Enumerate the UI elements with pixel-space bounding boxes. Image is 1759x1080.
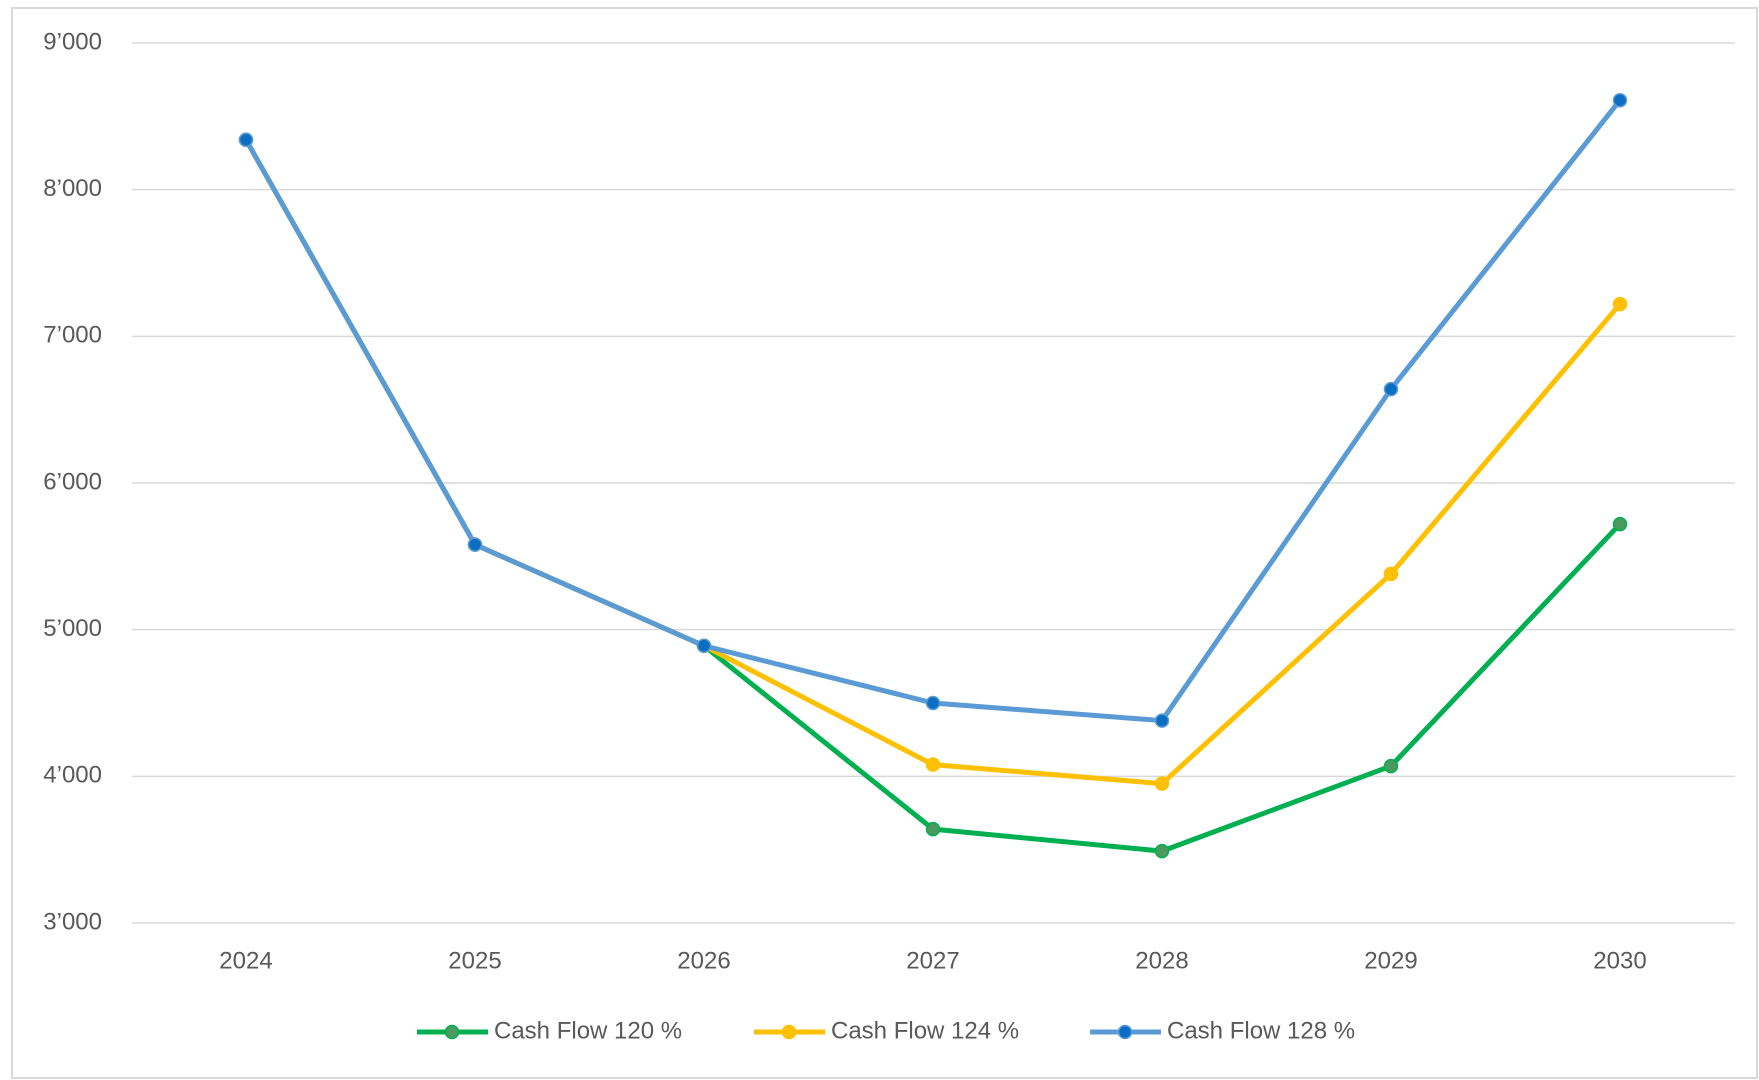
data-point [696,638,712,654]
chart-border [11,7,1758,1079]
data-point [925,821,941,837]
data-point [925,695,941,711]
data-point [1154,843,1170,859]
x-tick-label: 2024 [219,947,272,974]
data-point [238,132,254,148]
data-point [925,757,941,772]
data-point [1612,296,1628,312]
x-tick-label: 2027 [906,947,959,974]
legend-marker [1117,1024,1133,1040]
data-point [467,537,483,552]
y-tick-label: 8’000 [43,175,102,202]
legend-label: Cash Flow 120 % [494,1017,682,1044]
data-point [1612,516,1628,532]
data-point [1154,713,1170,728]
data-point [1383,381,1399,397]
y-tick-label: 6’000 [43,468,102,495]
y-tick-label: 7’000 [43,322,102,349]
y-tick-label: 5’000 [43,615,102,642]
x-tick-label: 2026 [677,947,730,974]
y-tick-label: 4’000 [43,762,102,789]
y-tick-label: 3’000 [43,908,102,935]
x-tick-label: 2028 [1135,947,1188,974]
legend-label: Cash Flow 128 % [1167,1017,1355,1044]
legend-marker [781,1024,797,1040]
data-point [1154,776,1170,791]
legend-label: Cash Flow 124 % [831,1017,1019,1044]
y-tick-label: 9’000 [43,28,102,55]
data-point [1612,92,1628,108]
x-tick-label: 2030 [1593,947,1646,974]
x-tick-label: 2029 [1364,947,1417,974]
legend-marker [444,1024,460,1040]
x-tick-label: 2025 [448,947,501,974]
data-point [1383,758,1399,774]
data-point [1383,566,1399,582]
